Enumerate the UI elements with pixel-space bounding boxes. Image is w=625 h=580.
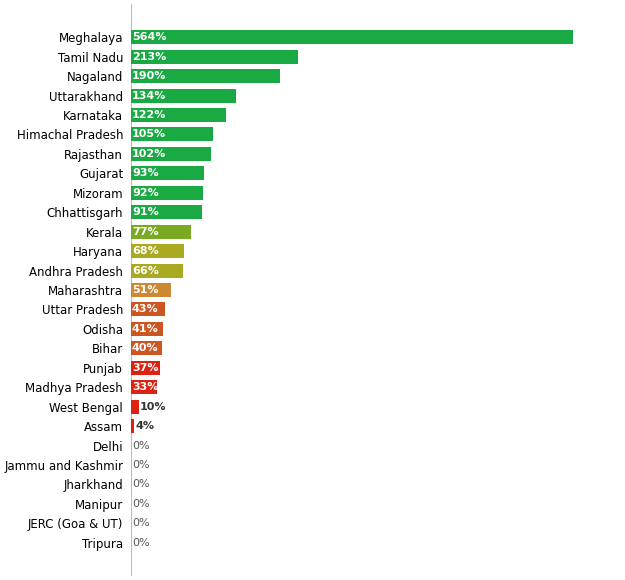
Text: 37%: 37% [132,363,159,373]
Bar [131,244,184,258]
Bar [131,30,573,44]
Text: 4%: 4% [135,421,154,431]
Bar [131,302,164,317]
Text: 66%: 66% [132,266,159,275]
Text: 0%: 0% [132,441,150,451]
Bar [131,263,182,278]
Bar [131,380,157,394]
Bar [131,205,202,219]
Bar [131,224,191,238]
Text: 564%: 564% [132,32,166,42]
Text: 92%: 92% [132,188,159,198]
Text: 0%: 0% [132,519,150,528]
Text: 51%: 51% [132,285,159,295]
Text: 134%: 134% [132,90,166,100]
Text: 41%: 41% [132,324,159,334]
Text: 93%: 93% [132,168,159,178]
Text: 68%: 68% [132,246,159,256]
Bar [131,166,204,180]
Bar [131,50,298,64]
Bar [131,283,171,297]
Bar [131,419,134,433]
Text: 40%: 40% [132,343,159,353]
Bar [131,322,163,336]
Text: 43%: 43% [132,304,159,314]
Text: 102%: 102% [132,149,166,159]
Bar [131,69,280,83]
Text: 190%: 190% [132,71,166,81]
Text: 33%: 33% [132,382,158,392]
Bar [131,186,203,200]
Bar [131,128,213,142]
Bar [131,108,226,122]
Bar [131,342,162,356]
Text: 122%: 122% [132,110,166,120]
Text: 0%: 0% [132,538,150,548]
Text: 0%: 0% [132,499,150,509]
Text: 77%: 77% [132,227,159,237]
Text: 91%: 91% [132,207,159,217]
Text: 213%: 213% [132,52,166,61]
Text: 105%: 105% [132,129,166,139]
Text: 10%: 10% [140,402,166,412]
Text: 0%: 0% [132,460,150,470]
Bar [131,89,236,103]
Bar [131,361,160,375]
Text: 0%: 0% [132,480,150,490]
Bar [131,147,211,161]
Bar [131,400,139,414]
